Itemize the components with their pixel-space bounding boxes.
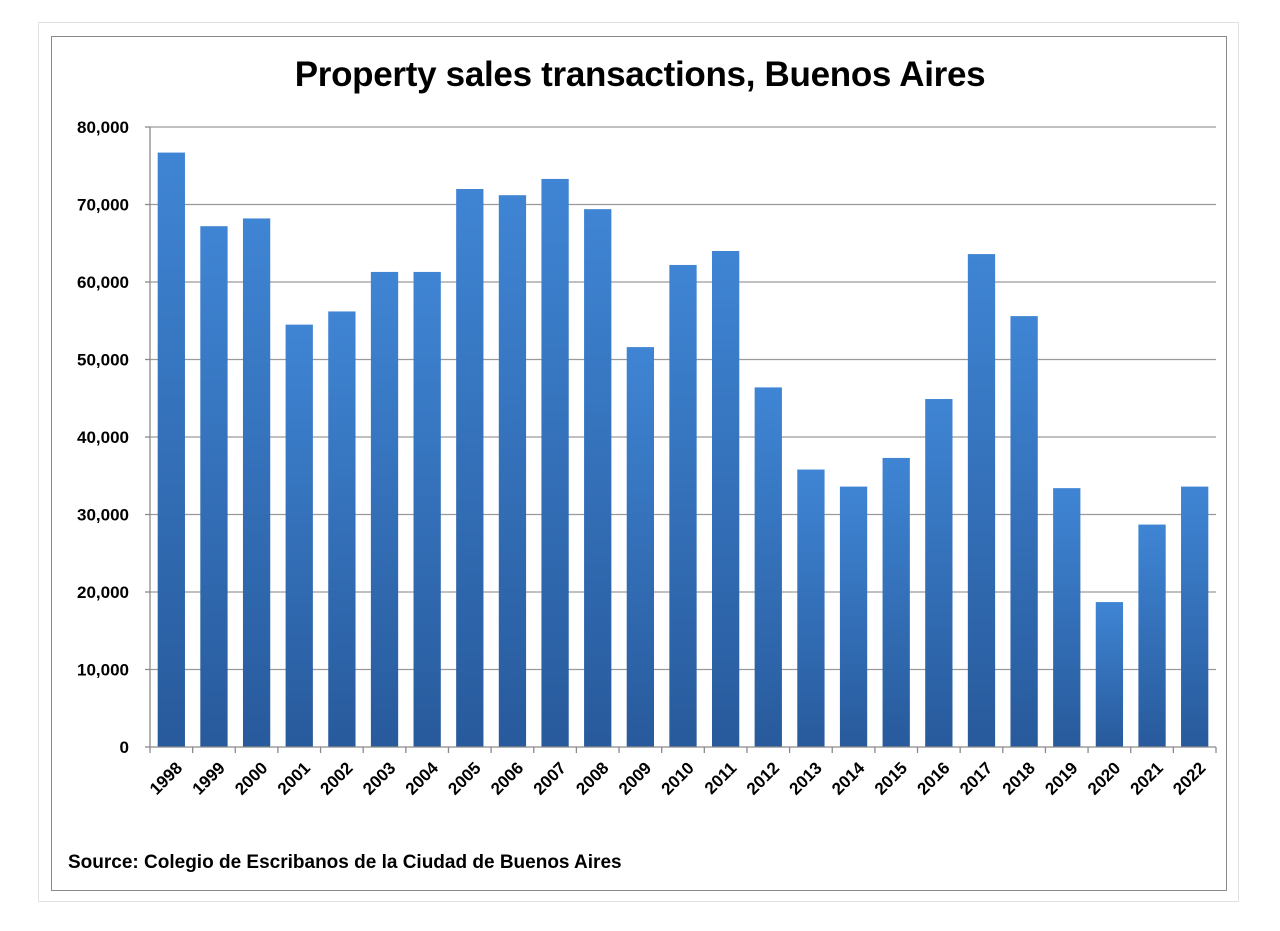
bar-2000 — [242, 218, 271, 747]
x-tick-label-2011: 2011 — [701, 758, 741, 798]
x-tick-label-2002: 2002 — [317, 758, 357, 798]
bar-2021 — [1138, 524, 1166, 747]
y-tick-label: 70,000 — [77, 196, 129, 215]
y-tick-label: 40,000 — [77, 428, 129, 447]
y-tick-label: 20,000 — [77, 583, 129, 602]
bar-2022 — [1181, 486, 1209, 747]
bar-2016 — [925, 399, 953, 747]
x-tick-label-2010: 2010 — [658, 758, 698, 798]
x-tick-label-2019: 2019 — [1041, 758, 1081, 798]
y-tick-label: 30,000 — [77, 506, 129, 525]
bar-2003 — [370, 271, 399, 747]
x-tick-label-2009: 2009 — [615, 758, 655, 798]
y-axis-ticks: 0 10,000 20,000 30,000 40,000 50,000 60,000 70,… — [77, 118, 150, 757]
x-tick-label-2000: 2000 — [231, 758, 271, 798]
x-tick-label-2018: 2018 — [999, 758, 1039, 798]
y-tick-label: 0 — [120, 738, 129, 757]
x-tick-label-2008: 2008 — [572, 758, 612, 798]
bar-2009 — [626, 347, 655, 747]
chart-title: Property sales transactions, Buenos Aire… — [294, 55, 986, 94]
bar-1999 — [200, 226, 228, 747]
bars — [157, 152, 1209, 748]
bar-2007 — [541, 178, 569, 748]
x-tick-label-2005: 2005 — [444, 758, 484, 798]
bar-2011 — [711, 251, 740, 747]
y-tick-label: 50,000 — [77, 351, 129, 370]
x-tick-label-2012: 2012 — [743, 758, 783, 798]
x-tick-label-2013: 2013 — [786, 758, 826, 798]
x-tick-label-2016: 2016 — [913, 758, 953, 798]
x-tick-label-2022: 2022 — [1169, 758, 1209, 798]
bar-1998 — [157, 152, 185, 747]
bar-2006 — [498, 195, 527, 747]
y-tick-label: 10,000 — [77, 661, 129, 680]
bar-2018 — [1010, 316, 1038, 747]
bar-2014 — [839, 486, 868, 747]
bar-2005 — [456, 189, 484, 747]
bar-2020 — [1095, 602, 1124, 747]
x-tick-label-2014: 2014 — [828, 758, 869, 799]
x-tick-label-1998: 1998 — [146, 758, 186, 798]
bar-2013 — [797, 469, 825, 747]
x-tick-label-2020: 2020 — [1084, 758, 1124, 798]
x-tick-label-2017: 2017 — [956, 758, 996, 798]
x-tick-label-2021: 2021 — [1127, 758, 1167, 798]
bar-2002 — [328, 311, 356, 747]
bar-2010 — [669, 264, 697, 747]
x-tick-label-2007: 2007 — [530, 758, 570, 798]
bar-2004 — [413, 271, 441, 747]
y-tick-label: 60,000 — [77, 273, 129, 292]
x-tick-label-1999: 1999 — [189, 758, 229, 798]
bar-2017 — [967, 254, 996, 747]
x-tick-label-2015: 2015 — [871, 758, 911, 798]
x-tick-label-2006: 2006 — [487, 758, 527, 798]
y-tick-label: 80,000 — [77, 118, 129, 137]
bar-2015 — [882, 457, 910, 747]
bar-2012 — [754, 387, 782, 747]
x-tick-label-2004: 2004 — [402, 758, 443, 799]
bar-2008 — [584, 209, 612, 747]
bar-2019 — [1053, 488, 1081, 747]
x-axis-ticks: 1998 1999 2000 2001 2002 2003 2004 2005 2006 2007… — [146, 747, 1217, 799]
source-note: Source: Colegio de Escribanos de la Ciud… — [68, 852, 622, 873]
x-tick-label-2001: 2001 — [274, 758, 314, 798]
bar-2001 — [285, 324, 313, 747]
x-tick-label-2003: 2003 — [359, 758, 399, 798]
